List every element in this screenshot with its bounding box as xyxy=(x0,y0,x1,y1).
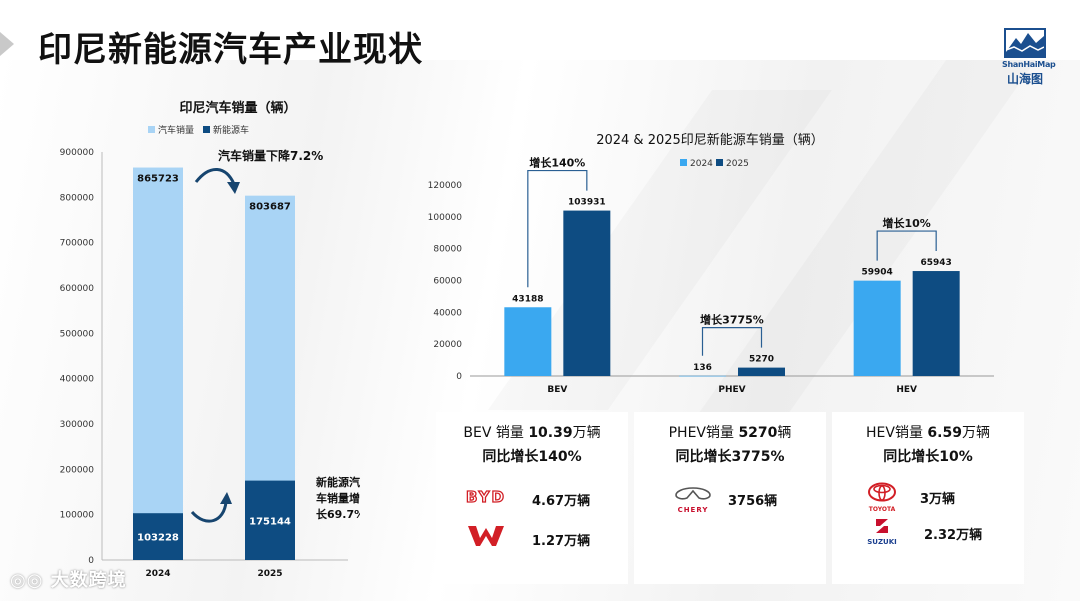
data-label-nev: 103228 xyxy=(137,533,179,544)
right-chart-title: 2024 & 2025印尼新能源车销量（辆） xyxy=(596,132,824,148)
bar-hev-2025 xyxy=(912,271,960,376)
wuling-sales-value: 1.27万辆 xyxy=(532,534,591,549)
arrow-total-decline-icon xyxy=(194,168,236,185)
y-tick-label: 40000 xyxy=(433,308,462,318)
y-tick-label: 0 xyxy=(88,556,94,566)
byd-logo: BYD xyxy=(458,487,514,510)
bar-nev-sales xyxy=(133,513,183,560)
growth-label: 增长3775% xyxy=(700,313,764,327)
svg-text:BYD: BYD xyxy=(466,488,506,506)
arrow-nev-growth-icon xyxy=(190,501,228,523)
watermark: ◎◎ 大数跨境 xyxy=(10,570,127,591)
phev-summary-card: PHEV销量 5270辆 同比增长3775% CHERY 3756辆 xyxy=(634,412,826,584)
left-bar-chart: 印尼汽车销量（辆） 汽车销量 新能源车 0 100000 200000 300000 4… xyxy=(60,100,360,578)
arrow-nev-growth-head-icon xyxy=(220,492,232,504)
y-tick-label: 20000 xyxy=(433,340,462,350)
bar-nev-sales xyxy=(245,480,295,560)
data-label: 103931 xyxy=(568,198,606,208)
y-tick-label: 60000 xyxy=(433,277,462,287)
bar-bev-2024 xyxy=(504,307,552,376)
byd-sales-value: 4.67万辆 xyxy=(532,494,591,509)
y-tick-label: 200000 xyxy=(60,465,95,475)
x-tick-label: HEV xyxy=(896,385,917,395)
y-tick-label: 500000 xyxy=(60,329,95,339)
data-label: 59904 xyxy=(862,268,893,278)
y-tick-label: 700000 xyxy=(60,239,95,249)
logo-text-en: ShanHaiMap xyxy=(1002,60,1056,69)
suzuki-sales-value: 2.32万辆 xyxy=(924,528,983,543)
shanhaimap-logo: ShanHaiMap 山海图 xyxy=(1002,28,1056,100)
data-label: 5270 xyxy=(749,355,774,365)
suzuki-logo: SUZUKI xyxy=(860,518,904,546)
bar-total-sales xyxy=(133,167,183,560)
arrow-total-decline-head-icon xyxy=(227,182,240,194)
legend-label-nev: 新能源车 xyxy=(213,124,249,136)
y-tick-label: 800000 xyxy=(60,193,95,203)
legend-swatch-2024 xyxy=(680,159,687,166)
legend-swatch-total xyxy=(148,126,155,133)
bar-phev-2025 xyxy=(738,367,785,376)
toyota-sales-value: 3万辆 xyxy=(920,492,956,507)
growth-bracket xyxy=(527,169,588,288)
annotation-nev-growth-1: 新能源汽 xyxy=(316,475,360,489)
data-label-nev: 175144 xyxy=(249,516,291,527)
bev-sales-line: BEV 销量 10.39万辆 xyxy=(463,425,601,441)
phev-sales-line: PHEV销量 5270辆 xyxy=(668,425,792,441)
annotation-total-decline: 汽车销量下降7.2% xyxy=(218,148,323,163)
bar-phev-2024 xyxy=(679,375,726,377)
legend-swatch-nev xyxy=(203,126,210,133)
hev-summary-card: HEV销量 6.59万辆 同比增长10% TOYOTA 3万辆 SUZUKI 2… xyxy=(832,412,1024,584)
data-label-total: 865723 xyxy=(137,174,179,185)
phev-growth-line: 同比增长3775% xyxy=(675,449,785,465)
y-tick-label: 300000 xyxy=(60,420,95,430)
y-tick-label: 120000 xyxy=(428,181,463,191)
y-tick-label: 0 xyxy=(456,372,462,382)
watermark-logo-icon: ◎◎ xyxy=(10,570,51,591)
chery-logo: CHERY xyxy=(670,486,716,514)
title-marker xyxy=(0,32,14,56)
legend-label-total: 汽车销量 xyxy=(158,124,194,136)
hev-sales-line: HEV销量 6.59万辆 xyxy=(866,425,990,441)
data-label: 136 xyxy=(693,363,712,373)
growth-label: 增长140% xyxy=(529,156,585,170)
left-chart-title: 印尼汽车销量（辆） xyxy=(179,100,296,116)
wuling-logo xyxy=(466,524,506,552)
bev-summary-card: BEV 销量 10.39万辆 同比增长140% BYD 4.67万辆 1.27万… xyxy=(436,412,628,584)
y-tick-label: 400000 xyxy=(60,375,95,385)
right-bar-chart: 2024 & 2025印尼新能源车销量（辆） 2024 2025 0 20000 4… xyxy=(428,132,994,395)
mountain-icon xyxy=(1004,28,1046,58)
y-tick-label: 600000 xyxy=(60,284,95,294)
bev-growth-line: 同比增长140% xyxy=(482,449,582,465)
growth-bracket xyxy=(876,230,937,261)
legend-label-2024: 2024 xyxy=(690,159,713,169)
x-tick-label: 2024 xyxy=(145,569,170,578)
x-tick-label: 2025 xyxy=(257,569,282,578)
y-tick-label: 80000 xyxy=(433,245,462,255)
annotation-nev-growth-3: 长69.7% xyxy=(316,507,360,521)
y-tick-label: 100000 xyxy=(60,511,95,521)
toyota-logo: TOYOTA xyxy=(862,482,902,513)
chery-sales-value: 3756辆 xyxy=(728,494,778,509)
x-tick-label: PHEV xyxy=(718,385,745,395)
legend-swatch-2025 xyxy=(716,159,723,166)
data-label: 65943 xyxy=(921,258,952,268)
y-tick-label: 100000 xyxy=(428,213,463,223)
bar-bev-2025 xyxy=(563,210,611,376)
data-label: 43188 xyxy=(512,294,543,304)
growth-label: 增长10% xyxy=(882,216,930,230)
y-tick-label: 900000 xyxy=(60,148,95,158)
data-label-total: 803687 xyxy=(249,202,291,213)
logo-text-cn: 山海图 xyxy=(1006,72,1043,86)
hev-growth-line: 同比增长10% xyxy=(883,449,973,465)
annotation-nev-growth-2: 车销量增 xyxy=(316,491,360,505)
page-title: 印尼新能源汽车产业现状 xyxy=(38,30,423,70)
legend-label-2025: 2025 xyxy=(726,159,749,169)
bar-hev-2024 xyxy=(853,280,901,376)
x-tick-label: BEV xyxy=(547,385,567,395)
growth-bracket xyxy=(701,327,763,356)
